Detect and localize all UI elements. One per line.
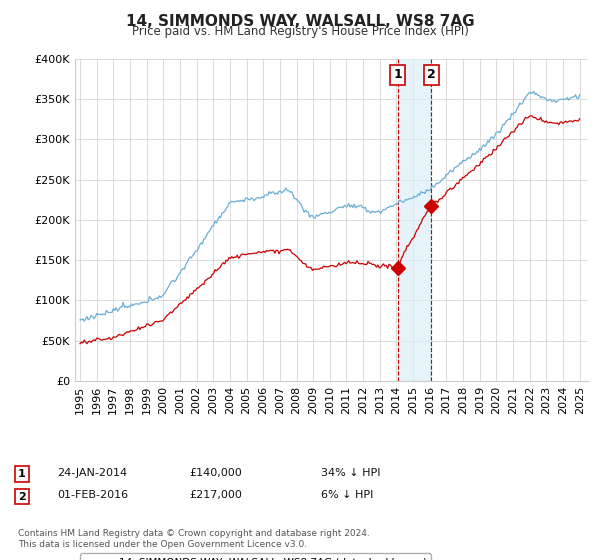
Text: Contains HM Land Registry data © Crown copyright and database right 2024.
This d: Contains HM Land Registry data © Crown c… [18, 529, 370, 549]
Legend: 14, SIMMONDS WAY, WALSALL, WS8 7AG (detached house), HPI: Average price, detache: 14, SIMMONDS WAY, WALSALL, WS8 7AG (deta… [80, 553, 431, 560]
Bar [398, 59, 431, 381]
Text: £217,000: £217,000 [189, 491, 242, 501]
Text: 6% ↓ HPI: 6% ↓ HPI [321, 491, 373, 501]
Text: 14, SIMMONDS WAY, WALSALL, WS8 7AG: 14, SIMMONDS WAY, WALSALL, WS8 7AG [125, 14, 475, 29]
Text: 34% ↓ HPI: 34% ↓ HPI [321, 468, 380, 478]
Text: Price paid vs. HM Land Registry's House Price Index (HPI): Price paid vs. HM Land Registry's House … [131, 25, 469, 38]
Text: 1: 1 [394, 68, 402, 81]
Text: 2: 2 [18, 492, 26, 502]
Text: £140,000: £140,000 [189, 468, 242, 478]
Text: 1: 1 [18, 469, 26, 479]
Text: 24-JAN-2014: 24-JAN-2014 [57, 468, 127, 478]
Text: 01-FEB-2016: 01-FEB-2016 [57, 491, 128, 501]
Text: 2: 2 [427, 68, 436, 81]
